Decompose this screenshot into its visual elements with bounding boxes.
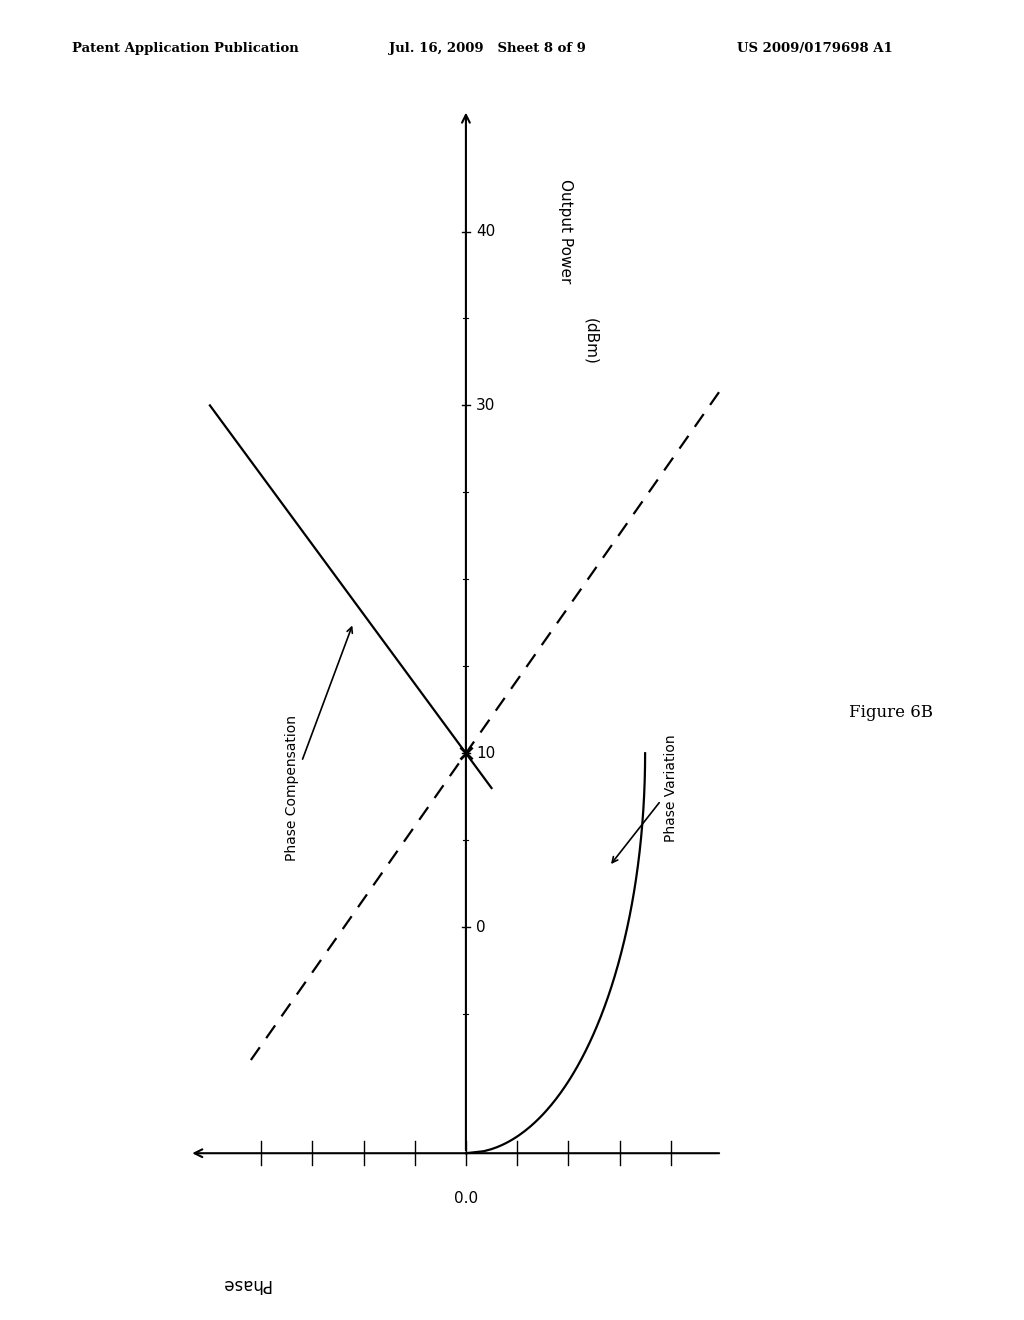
Text: Jul. 16, 2009   Sheet 8 of 9: Jul. 16, 2009 Sheet 8 of 9 xyxy=(389,42,586,55)
Text: (dBm): (dBm) xyxy=(584,318,599,366)
Text: 40: 40 xyxy=(476,224,496,239)
Text: US 2009/0179698 A1: US 2009/0179698 A1 xyxy=(737,42,893,55)
Text: Output Power: Output Power xyxy=(558,180,573,284)
Text: Figure 6B: Figure 6B xyxy=(849,705,933,721)
Text: 0.0: 0.0 xyxy=(454,1192,478,1206)
Text: Phase Compensation: Phase Compensation xyxy=(285,627,352,861)
Text: Patent Application Publication: Patent Application Publication xyxy=(72,42,298,55)
Text: 30: 30 xyxy=(476,397,496,413)
Text: Phase Variation: Phase Variation xyxy=(612,734,678,863)
Text: 10: 10 xyxy=(476,746,496,760)
Text: 0: 0 xyxy=(476,920,485,935)
Text: Phase: Phase xyxy=(221,1275,270,1294)
